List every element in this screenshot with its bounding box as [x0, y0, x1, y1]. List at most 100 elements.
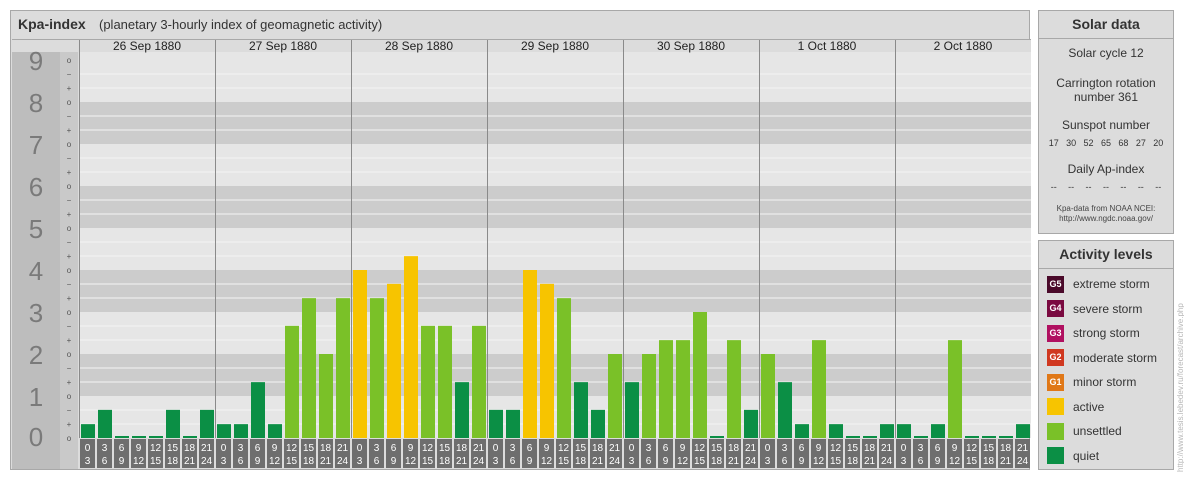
interval-start-label: 18	[592, 443, 604, 454]
kp-bar	[166, 409, 180, 438]
interval-end-label: 21	[184, 456, 196, 467]
level-severe-storm: G4 severe storm	[1039, 297, 1173, 322]
interval-start-label: 9	[408, 443, 414, 454]
day-label: 27 Sep 1880	[249, 39, 317, 53]
solar-data-title: Solar data	[1039, 11, 1173, 39]
y-tick-label: 0	[29, 422, 43, 452]
level-active: active	[1039, 395, 1173, 420]
kp-bar	[217, 424, 231, 438]
interval-start-label: 9	[816, 443, 822, 454]
interval-cell	[981, 439, 996, 468]
day-label: 30 Sep 1880	[657, 39, 725, 53]
interval-cell	[913, 439, 928, 468]
interval-end-label: 9	[119, 456, 125, 467]
level-swatch: G2	[1047, 349, 1064, 367]
kp-bar	[812, 340, 826, 438]
day-header-strip	[12, 39, 1031, 52]
interval-start-label: 6	[935, 443, 941, 454]
kp-band	[79, 228, 1031, 270]
level-swatch	[1047, 398, 1064, 416]
interval-start-label: 15	[711, 443, 723, 454]
kp-bar	[880, 424, 894, 438]
minor-mark: −	[67, 322, 72, 331]
interval-start-label: 21	[609, 443, 621, 454]
interval-cell	[148, 439, 163, 468]
interval-cell	[845, 439, 860, 468]
interval-cell	[794, 439, 809, 468]
interval-cell	[97, 439, 112, 468]
interval-cell	[777, 439, 792, 468]
minor-mark: −	[67, 280, 72, 289]
interval-start-label: 9	[952, 443, 958, 454]
interval-end-label: 9	[391, 456, 397, 467]
interval-start-label: 0	[493, 443, 499, 454]
interval-cell	[369, 439, 384, 468]
kp-bar	[778, 382, 792, 438]
interval-start-label: 21	[881, 443, 893, 454]
minor-mark: o	[67, 182, 72, 191]
kp-bar	[897, 424, 911, 438]
interval-end-label: 18	[983, 456, 995, 467]
kp-bar	[319, 354, 333, 438]
interval-end-label: 3	[357, 456, 363, 467]
interval-start-label: 0	[221, 443, 227, 454]
interval-start-label: 6	[799, 443, 805, 454]
interval-start-label: 9	[272, 443, 278, 454]
interval-start-label: 0	[901, 443, 907, 454]
interval-end-label: 24	[337, 456, 349, 467]
minor-mark: o	[67, 224, 72, 233]
kp-bar	[336, 298, 350, 438]
interval-end-label: 15	[286, 456, 298, 467]
interval-start-label: 3	[374, 443, 380, 454]
kp-bar	[931, 424, 945, 438]
interval-start-label: 21	[201, 443, 213, 454]
kp-bar	[251, 382, 265, 438]
kp-bar	[829, 424, 843, 438]
minor-mark: +	[67, 252, 72, 261]
ap-values: -- -- -- -- -- -- --	[1039, 182, 1173, 192]
interval-start-label: 15	[847, 443, 859, 454]
interval-start-label: 0	[85, 443, 91, 454]
interval-end-label: 21	[728, 456, 740, 467]
chart-subtitle: (planetary 3-hourly index of geomagnetic…	[99, 17, 382, 32]
interval-end-label: 12	[541, 456, 553, 467]
interval-start-label: 9	[680, 443, 686, 454]
interval-start-label: 21	[337, 443, 349, 454]
kp-bar	[557, 298, 571, 438]
interval-end-label: 3	[493, 456, 499, 467]
interval-start-label: 6	[527, 443, 533, 454]
kp-bar	[863, 436, 877, 438]
carrington-line-2: number 361	[1073, 90, 1139, 104]
interval-end-label: 18	[439, 456, 451, 467]
minor-mark: +	[67, 336, 72, 345]
y-tick-label: 7	[29, 130, 43, 160]
interval-start-label: 18	[864, 443, 876, 454]
interval-start-label: 21	[473, 443, 485, 454]
kp-bar	[744, 409, 758, 438]
kp-bar	[200, 409, 214, 438]
data-credit-link[interactable]: http://www.ngdc.noaa.gov/	[1059, 214, 1153, 223]
minor-mark: −	[67, 238, 72, 247]
ap-value: --	[1085, 182, 1092, 192]
y-tick-label: 8	[29, 88, 43, 118]
interval-end-label: 3	[765, 456, 771, 467]
interval-end-label: 6	[238, 456, 244, 467]
kp-bar	[149, 436, 163, 438]
kp-bar	[1016, 424, 1030, 438]
interval-start-label: 12	[830, 443, 842, 454]
interval-end-label: 12	[677, 456, 689, 467]
interval-cell	[80, 439, 95, 468]
kp-bar	[438, 325, 452, 438]
kp-bar	[948, 340, 962, 438]
interval-end-label: 9	[255, 456, 261, 467]
interval-start-label: 6	[663, 443, 669, 454]
interval-cell	[947, 439, 962, 468]
interval-cell	[386, 439, 401, 468]
minor-mark: +	[67, 420, 72, 429]
kp-band	[79, 144, 1031, 186]
interval-start-label: 3	[238, 443, 244, 454]
kp-bar	[982, 436, 996, 438]
ap-value: --	[1137, 182, 1144, 192]
interval-cell	[896, 439, 911, 468]
ap-label: Daily Ap-index	[1067, 162, 1145, 176]
